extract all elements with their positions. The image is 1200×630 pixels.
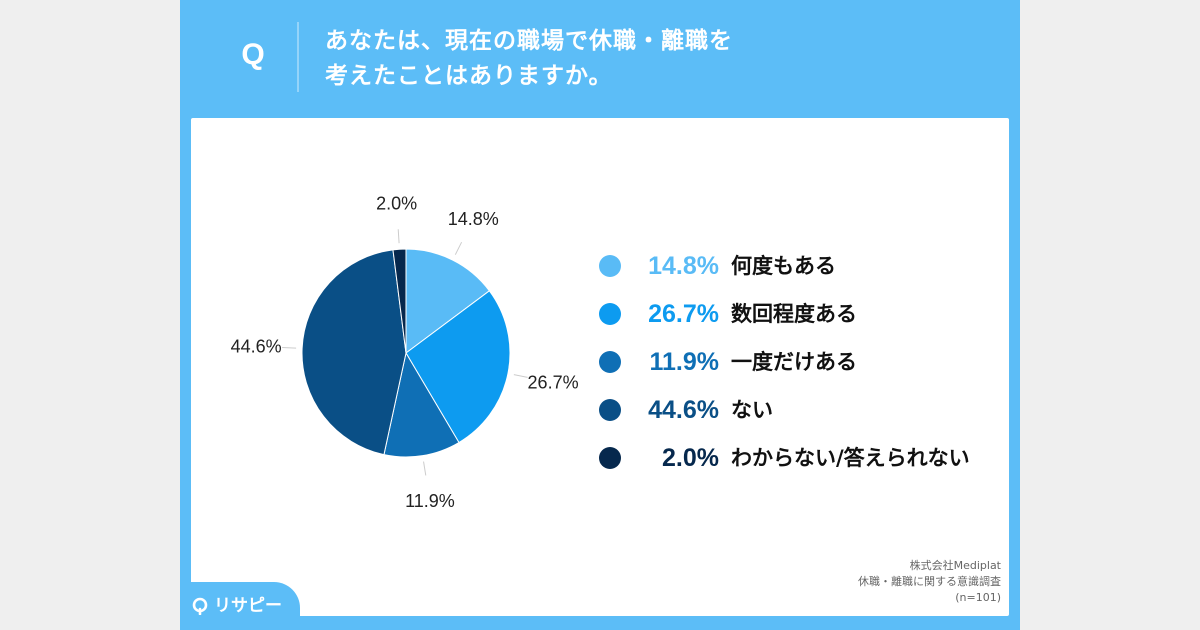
right-margin: [1020, 0, 1200, 630]
question-line-1: あなたは、現在の職場で休職・離職を: [325, 28, 733, 54]
legend-label: わからない/答えられない: [731, 446, 970, 470]
legend-item: 44.6% ない: [599, 390, 999, 438]
question-header: Q あなたは、現在の職場で休職・離職を 考えたことはありますか。: [180, 0, 1020, 116]
slice-data-label: 2.0%: [376, 193, 417, 213]
brand-logo: リサピー: [180, 582, 300, 630]
header-divider: [297, 22, 299, 92]
source-note: 株式会社Mediplat 休職・離職に関する意識調査 (n=101): [751, 558, 1001, 606]
chart-legend: 14.8% 何度もある 26.7% 数回程度ある 11.9% 一度だけある 44…: [599, 246, 999, 486]
question-line-2: 考えたことはありますか。: [325, 63, 613, 89]
pie-slice: [383, 351, 460, 458]
legend-label: 何度もある: [731, 254, 836, 278]
leader-line: [282, 347, 297, 349]
legend-swatch: [599, 447, 621, 469]
legend-swatch: [599, 351, 621, 373]
legend-label: 数回程度ある: [731, 302, 857, 326]
left-margin: [0, 0, 180, 630]
magnifier-logo-icon: [192, 597, 208, 615]
source-survey: 休職・離職に関する意識調査: [858, 575, 1001, 588]
legend-swatch: [599, 303, 621, 325]
survey-card: Q あなたは、現在の職場で休職・離職を 考えたことはありますか。 14.8% 26…: [180, 0, 1020, 630]
legend-percent: 11.9%: [649, 348, 719, 376]
q-mark: Q: [241, 38, 265, 71]
legend-percent: 26.7%: [648, 300, 719, 328]
legend-item: 26.7% 数回程度ある: [599, 294, 999, 342]
pie-slice: [301, 249, 407, 456]
source-company: 株式会社Mediplat: [909, 559, 1001, 572]
slice-data-label: 11.9%: [405, 491, 455, 511]
slice-data-label: 26.7%: [528, 372, 579, 392]
brand-name: リサピー: [214, 596, 282, 616]
pie-slice: [405, 290, 511, 444]
legend-percent: 44.6%: [648, 396, 719, 424]
leader-line: [397, 229, 400, 244]
legend-percent: 2.0%: [662, 444, 719, 472]
pie-slice: [392, 248, 407, 354]
question-text: あなたは、現在の職場で休職・離職を 考えたことはありますか。: [325, 24, 985, 94]
slice-data-label: 14.8%: [448, 209, 499, 229]
legend-swatch: [599, 255, 621, 277]
legend-item: 11.9% 一度だけある: [599, 342, 999, 390]
legend-percent: 14.8%: [648, 252, 719, 280]
leader-line: [423, 461, 427, 476]
leader-line: [454, 241, 463, 255]
legend-item: 2.0% わからない/答えられない: [599, 438, 999, 486]
legend-swatch: [599, 399, 621, 421]
legend-label: ない: [731, 398, 773, 422]
legend-label: 一度だけある: [731, 350, 857, 374]
source-sample-size: (n=101): [955, 591, 1001, 604]
chart-panel: 14.8% 26.7% 11.9% 44.6% 2.0% 14.8% 何度もある 26.…: [191, 118, 1009, 616]
slice-data-label: 44.6%: [231, 336, 282, 356]
leader-line: [513, 374, 528, 378]
pie-chart: 14.8% 26.7% 11.9% 44.6% 2.0%: [231, 193, 579, 511]
pie-slice: [405, 248, 491, 354]
legend-item: 14.8% 何度もある: [599, 246, 999, 294]
